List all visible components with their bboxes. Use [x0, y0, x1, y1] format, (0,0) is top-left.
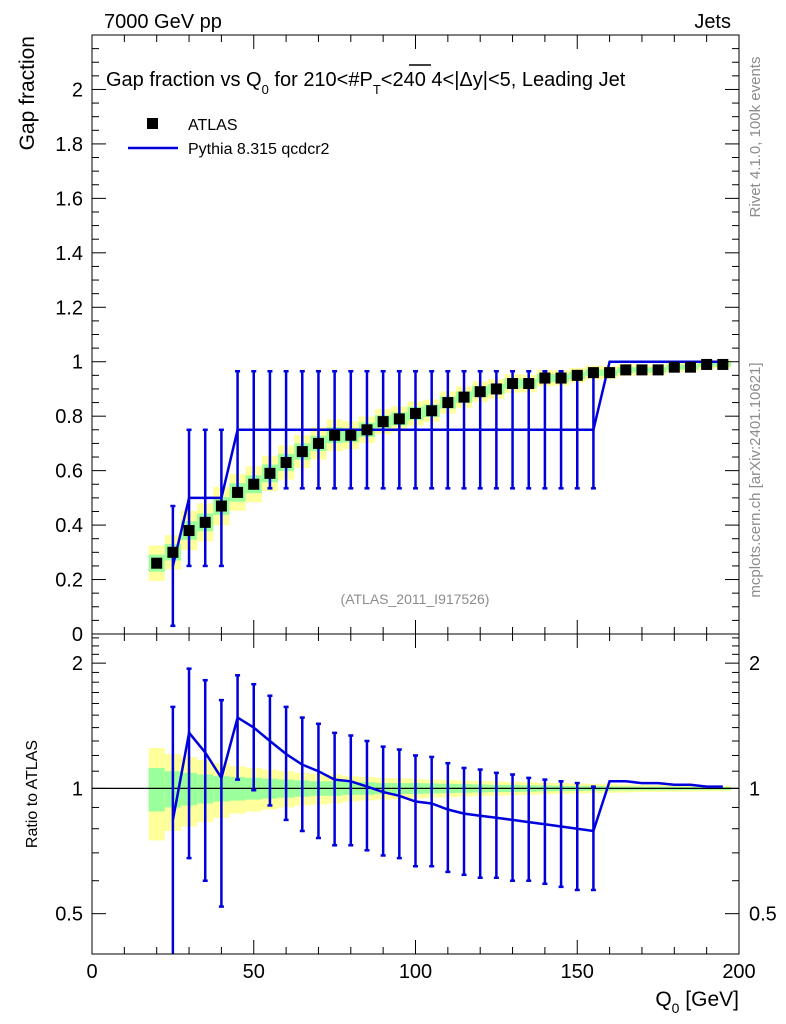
main-y-tick-labels: 0 0.2 0.4 0.6 0.8 1 1.2 1.4 1.6 1.8 2 [55, 79, 83, 646]
data-point [604, 367, 616, 379]
data-point [215, 500, 227, 512]
x-tick-label: 0 [86, 961, 97, 983]
ratio-y-axis-label: Ratio to ATLAS [24, 740, 41, 848]
ratio-error-bars [170, 667, 596, 954]
band-inner-ratio [148, 767, 165, 812]
y-tick-label: 1 [72, 352, 83, 374]
y-tick-label: 1.8 [55, 134, 83, 156]
ratio-y-tick-label-right: 0.5 [749, 904, 777, 926]
data-point [490, 383, 502, 395]
ratio-uncertainty-bands [148, 748, 731, 841]
y-tick-label: 0.8 [55, 406, 83, 428]
data-point [701, 358, 713, 370]
ratio-curve [171, 715, 723, 833]
x-tick-label: 100 [399, 961, 432, 983]
header-type: Jets [694, 11, 731, 33]
data-point [248, 478, 260, 490]
legend: ATLAS Pythia 8.315 qcdcr2 [128, 117, 330, 158]
data-point [296, 446, 308, 458]
data-point [280, 456, 292, 468]
header-energy: 7000 GeV pp [104, 11, 222, 33]
main-plot: 0 0.2 0.4 0.6 0.8 1 1.2 1.4 1.6 1.8 2 [55, 34, 740, 646]
mcplots-label: mcplots.cern.ch [arXiv:2401.10621] [747, 362, 764, 597]
data-point [329, 429, 341, 441]
y-tick-label: 1.4 [55, 243, 83, 265]
data-point [620, 364, 632, 376]
ratio-y-tick-labels: 0.5 0.5 1 1 2 2 [55, 653, 777, 926]
y-tick-label: 1.6 [55, 188, 83, 210]
ratio-y-tick-label: 0.5 [55, 904, 83, 926]
legend-data-marker [147, 118, 158, 129]
data-point [183, 525, 195, 537]
x-tick-label: 150 [561, 961, 594, 983]
data-point [523, 378, 535, 390]
analysis-watermark: (ATLAS_2011_I917526) [341, 591, 490, 607]
data-point [377, 416, 389, 428]
data-point [636, 364, 648, 376]
data-points [151, 358, 729, 569]
y-tick-label: 0 [72, 624, 83, 646]
data-point [264, 467, 276, 479]
data-point [652, 364, 664, 376]
ratio-y-tick-label-right: 1 [749, 778, 760, 800]
ratio-y-tick-label: 1 [72, 778, 83, 800]
rivet-label: Rivet 4.1.0, 100k events [747, 57, 764, 218]
data-point [474, 386, 486, 398]
mc-curve [171, 360, 723, 567]
legend-mc-label: Pythia 8.315 qcdcr2 [188, 141, 330, 158]
data-point [717, 358, 729, 370]
data-point [167, 546, 179, 558]
data-point [442, 397, 454, 409]
data-point [199, 516, 211, 528]
data-point [458, 391, 470, 403]
data-point [539, 372, 551, 384]
data-point [571, 369, 583, 381]
data-point [361, 424, 373, 436]
x-tick-label: 200 [722, 961, 755, 983]
ratio-ticks [91, 634, 740, 955]
data-point [232, 486, 244, 498]
main-uncertainty-bands [148, 360, 731, 581]
main-ticks [91, 34, 740, 635]
data-point [668, 361, 680, 373]
data-point [426, 405, 438, 417]
y-tick-label: 0.6 [55, 461, 83, 483]
data-point [587, 367, 599, 379]
y-tick-label: 2 [72, 79, 83, 101]
data-point [684, 361, 696, 373]
data-point [410, 407, 421, 419]
data-point [312, 437, 324, 449]
ratio-y-tick-label-right: 2 [749, 653, 760, 675]
y-tick-label: 0.2 [55, 570, 83, 592]
y-tick-label: 1.2 [55, 297, 83, 319]
data-point [393, 413, 405, 425]
x-tick-labels: 0 50 100 150 200 [86, 961, 755, 983]
ratio-y-tick-label: 2 [72, 653, 83, 675]
ratio-plot: 0.5 0.5 1 1 2 2 [55, 633, 777, 955]
plot-title: Gap fraction vs Q0 for 210<#PT<240 4<|Δy… [106, 69, 626, 97]
y-tick-label: 0.4 [55, 515, 83, 537]
data-point [555, 372, 567, 384]
x-axis-label: Q0 [GeV] [655, 988, 739, 1016]
legend-data-label: ATLAS [188, 117, 238, 134]
data-point [345, 429, 357, 441]
y-axis-label: Gap fraction [16, 36, 39, 150]
data-point [507, 378, 519, 390]
x-tick-label: 50 [243, 961, 265, 983]
data-point [151, 557, 163, 569]
